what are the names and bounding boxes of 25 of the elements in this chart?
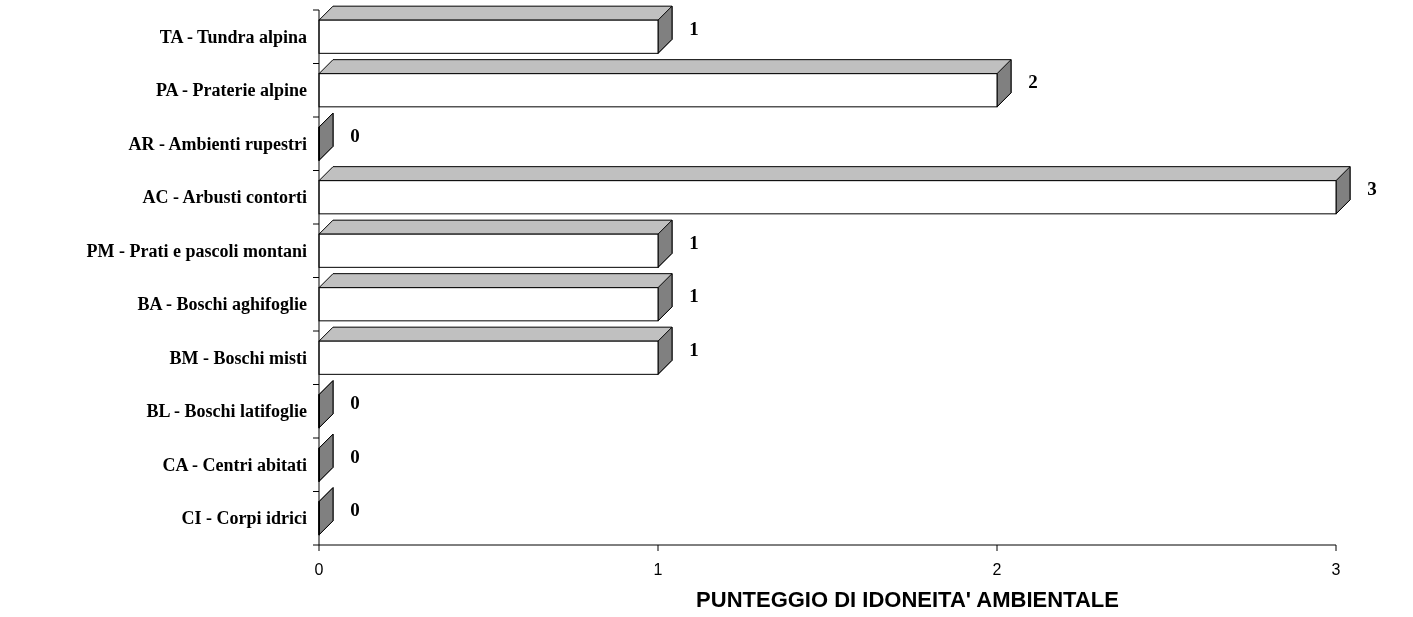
data-label: 3: [1367, 178, 1377, 200]
x-tick-label: 2: [992, 561, 1002, 578]
y-tick-label: PA - Praterie alpine: [155, 80, 307, 101]
x-tick-label: 1: [653, 561, 663, 578]
data-label: 0: [350, 499, 360, 521]
data-label: 1: [689, 285, 699, 307]
y-tick-label: CA - Centri abitati: [162, 454, 307, 475]
y-tick-label: BA - Boschi aghifoglie: [137, 294, 308, 315]
data-label: 1: [689, 17, 699, 39]
x-tick-label: 0: [314, 561, 324, 578]
data-label: 0: [350, 445, 360, 467]
data-label: 0: [350, 392, 360, 414]
data-label: 0: [350, 124, 360, 146]
x-axis-title: PUNTEGGIO DI IDONEITA' AMBIENTALE: [696, 587, 1119, 612]
y-tick-label: CI - Corpi idrici: [181, 508, 307, 529]
data-label: 1: [689, 338, 699, 360]
y-tick-label: TA - Tundra alpina: [159, 26, 307, 47]
y-tick-label: AR - Ambienti rupestri: [128, 133, 307, 154]
data-label: 1: [689, 231, 699, 253]
data-label: 2: [1028, 71, 1038, 93]
y-tick-label: BL - Boschi latifoglie: [146, 401, 307, 422]
y-tick-label: PM - Prati e pascoli montani: [86, 240, 307, 261]
y-tick-label: BM - Boschi misti: [169, 347, 307, 368]
y-tick-label: AC - Arbusti contorti: [142, 187, 307, 208]
x-tick-label: 3: [1331, 561, 1341, 578]
